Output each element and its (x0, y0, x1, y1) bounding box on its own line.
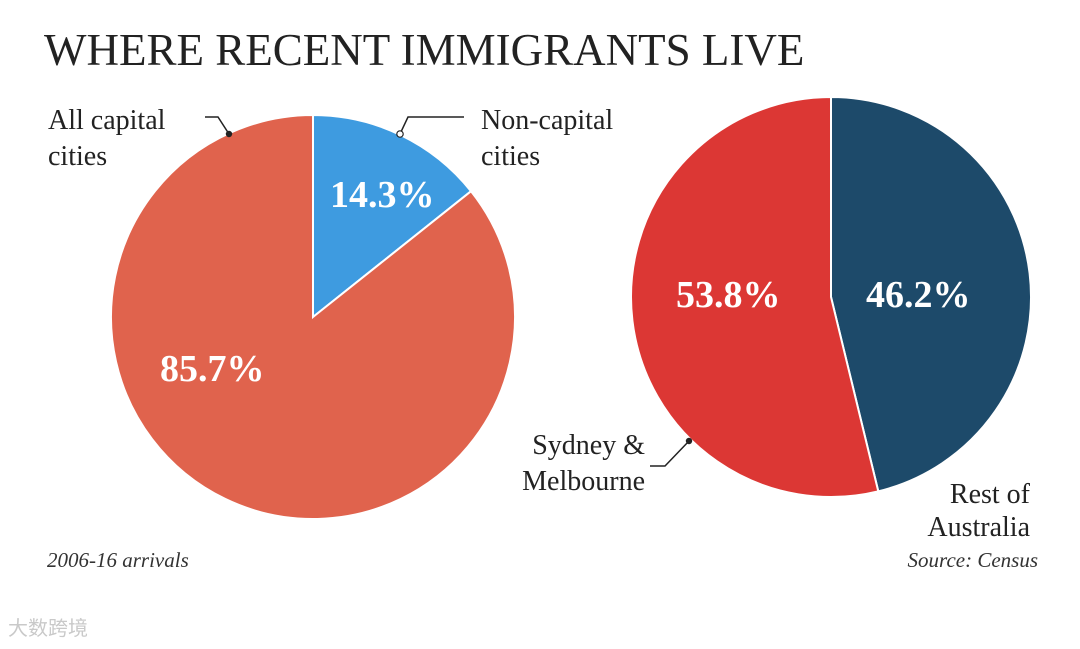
label-sydney-melbourne-line1: Sydney & (532, 430, 645, 461)
slice-rest-of-australia (830, 95, 1033, 493)
label-non-capital-line2: cities (481, 141, 540, 172)
watermark: 大数跨境 (8, 616, 88, 640)
leader-line-non-capital (399, 116, 464, 135)
value-label-rest-of-australia: 46.2% (866, 274, 971, 316)
chart-title: WHERE RECENT IMMIGRANTS LIVE (44, 25, 805, 75)
leader-line-sydney-melbourne (650, 440, 690, 467)
value-label-all-capital: 85.7% (160, 348, 265, 390)
label-rest-of-australia-line1: Rest of (950, 479, 1031, 510)
footnote-arrivals: 2006-16 arrivals (47, 548, 189, 572)
leader-dot-all-capital (225, 130, 233, 138)
pie-chart-capital-cities (110, 113, 516, 520)
slice-sydney-melbourne (630, 95, 880, 498)
footnote-source: Source: Census (907, 548, 1038, 572)
label-sydney-melbourne-line2: Melbourne (522, 466, 645, 497)
leader-dot-sydney-melbourne (685, 437, 693, 445)
label-non-capital-line1: Non-capital (481, 105, 613, 136)
value-label-non-capital: 14.3% (330, 174, 435, 216)
label-all-capital-line2: cities (48, 141, 107, 172)
pie-chart-sydney-melbourne (630, 95, 1033, 498)
leader-line-all-capital (205, 116, 230, 135)
label-all-capital-line1: All capital (48, 105, 166, 136)
label-rest-of-australia-line2: Australia (927, 512, 1030, 543)
value-label-sydney-melbourne: 53.8% (676, 274, 781, 316)
slice-all-capital-cities (110, 113, 516, 520)
leader-dot-non-capital (396, 130, 404, 138)
